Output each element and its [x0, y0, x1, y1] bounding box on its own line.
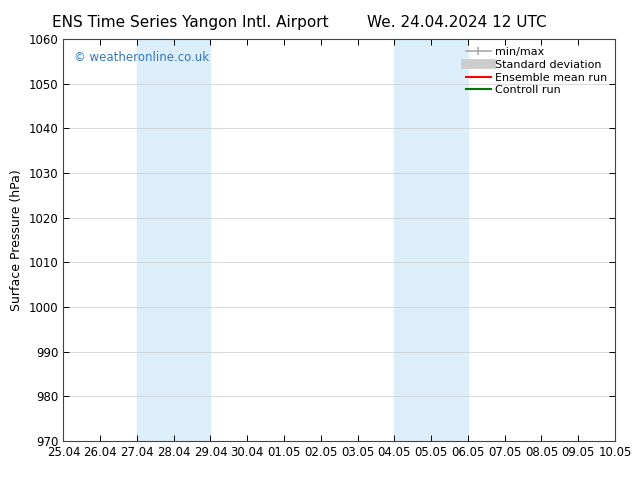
Text: ENS Time Series Yangon Intl. Airport: ENS Time Series Yangon Intl. Airport — [52, 15, 328, 30]
Text: We. 24.04.2024 12 UTC: We. 24.04.2024 12 UTC — [366, 15, 547, 30]
Bar — [137, 39, 210, 441]
Bar — [394, 39, 468, 441]
Text: © weatheronline.co.uk: © weatheronline.co.uk — [74, 51, 210, 64]
Y-axis label: Surface Pressure (hPa): Surface Pressure (hPa) — [10, 169, 23, 311]
Legend: min/max, Standard deviation, Ensemble mean run, Controll run: min/max, Standard deviation, Ensemble me… — [462, 43, 612, 100]
